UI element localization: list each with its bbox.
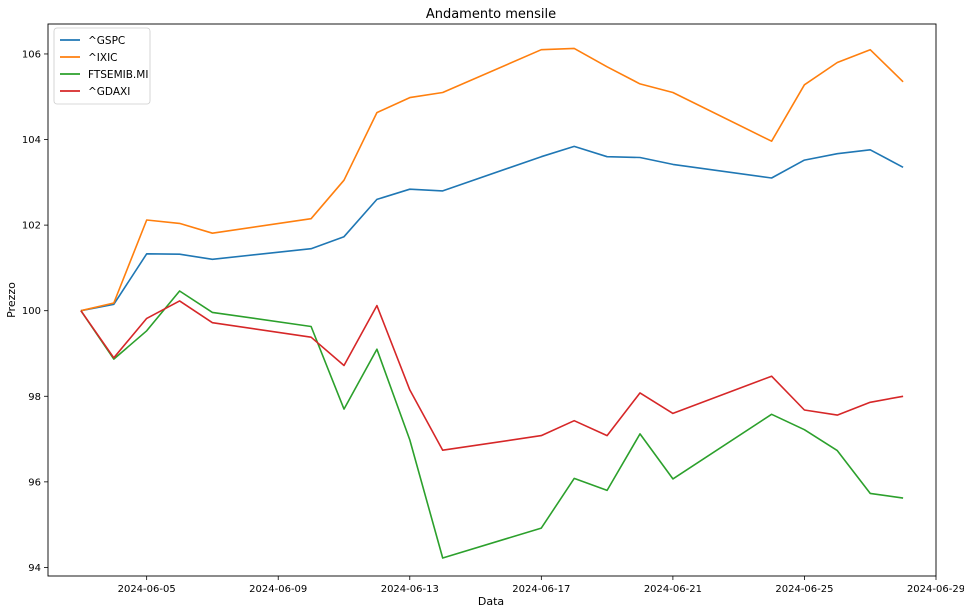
y-tick-label: 102 — [22, 221, 41, 232]
plot-area: 2024-06-05 2024-06-09 2024-06-13 2024-06-17… — [22, 47, 964, 595]
legend-entry-label: FTSEMIB.MI — [88, 69, 148, 81]
x-tick-label: 2024-06-21 — [644, 584, 702, 595]
x-tick-label: 2024-06-25 — [775, 584, 833, 595]
y-tick-label: 98 — [28, 392, 41, 403]
series-line-ftsemibmi — [80, 290, 904, 559]
x-tick-label: 2024-06-17 — [512, 584, 570, 595]
y-tick-label: 96 — [28, 477, 41, 488]
legend: ^GSPC ^IXIC FTSEMIB.MI ^GDAXI — [53, 27, 151, 105]
x-tick-label: 2024-06-13 — [381, 584, 439, 595]
legend-box — [53, 27, 151, 105]
legend-entry-label: ^GDAXI — [88, 86, 130, 98]
x-axis-label: Data — [478, 595, 504, 608]
plot-frame — [47, 23, 937, 577]
legend-entry-label: ^IXIC — [88, 52, 118, 64]
x-tick-label: 2024-06-29 — [907, 584, 964, 595]
series-line-ixic — [80, 47, 904, 312]
y-tick-label: 94 — [28, 563, 41, 574]
x-tick-label: 2024-06-09 — [249, 584, 307, 595]
series-line-gspc — [80, 145, 904, 312]
x-tick-label: 2024-06-05 — [118, 584, 176, 595]
legend-entry-label: ^GSPC — [88, 35, 125, 47]
chart-title: Andamento mensile — [426, 7, 556, 22]
y-axis-label: Prezzo — [5, 282, 18, 318]
y-tick-label: 104 — [22, 135, 41, 146]
series-line-gdaxi — [80, 300, 904, 452]
y-tick-label: 106 — [22, 49, 41, 60]
y-tick-label: 100 — [22, 306, 41, 317]
